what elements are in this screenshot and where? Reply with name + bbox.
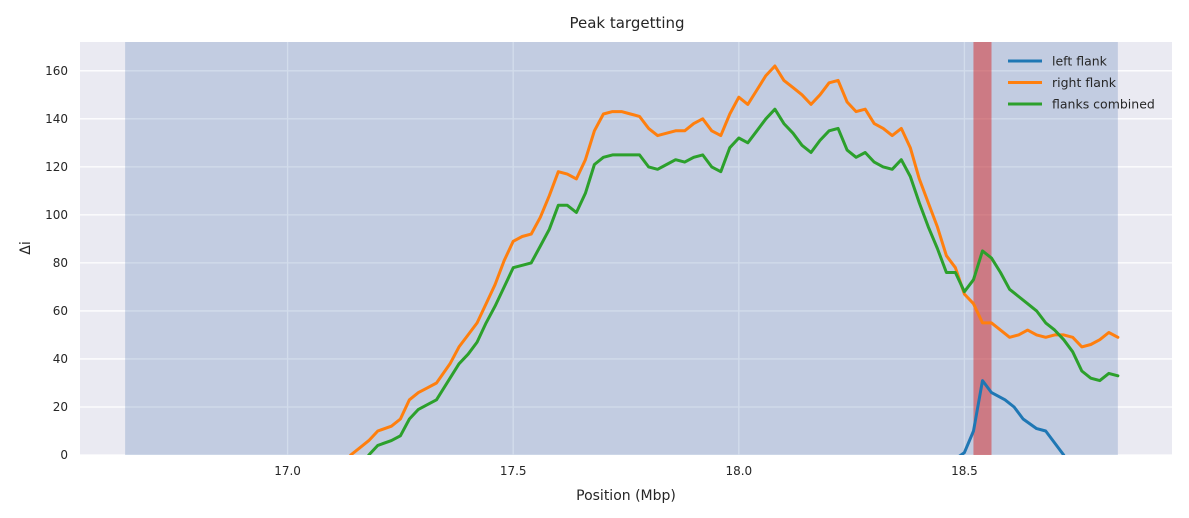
series-line-left-flank — [958, 379, 1066, 455]
y-tick-labels: 0 20 40 60 80 100 120 140 160 — [45, 64, 68, 462]
series-line-flanks-combined — [367, 107, 1120, 455]
x-tick-label: 17.0 — [274, 464, 301, 478]
y-tick-label: 40 — [53, 352, 68, 366]
x-tick-label: 17.5 — [500, 464, 527, 478]
shaded-region-1 — [973, 42, 992, 455]
x-axis-label: Position (Mbp) — [576, 488, 676, 504]
y-tick-label: 20 — [53, 400, 68, 414]
y-axis-label: Δi — [18, 241, 34, 254]
y-tick-label: 60 — [53, 304, 68, 318]
legend-label: flanks combined — [1052, 97, 1155, 112]
x-tick-label: 18.5 — [951, 464, 978, 478]
legend-label: right flank — [1052, 75, 1117, 90]
y-tick-label: 140 — [45, 112, 68, 126]
x-tick-labels: 17.0 17.5 18.0 18.5 — [274, 464, 978, 478]
x-tick-label: 18.0 — [725, 464, 752, 478]
series-lines — [349, 64, 1120, 455]
y-tick-label: 0 — [60, 448, 68, 462]
y-tick-label: 160 — [45, 64, 68, 78]
series-line-right-flank — [349, 64, 1120, 455]
shaded-region-0 — [125, 42, 1118, 455]
y-tick-label: 100 — [45, 208, 68, 222]
legend-label: left flank — [1052, 54, 1108, 69]
y-tick-label: 80 — [53, 256, 68, 270]
y-tick-label: 120 — [45, 160, 68, 174]
shaded-regions — [125, 42, 1118, 455]
chart-title: Peak targetting — [569, 14, 684, 32]
legend: left flank right flank flanks combined — [1008, 54, 1155, 112]
